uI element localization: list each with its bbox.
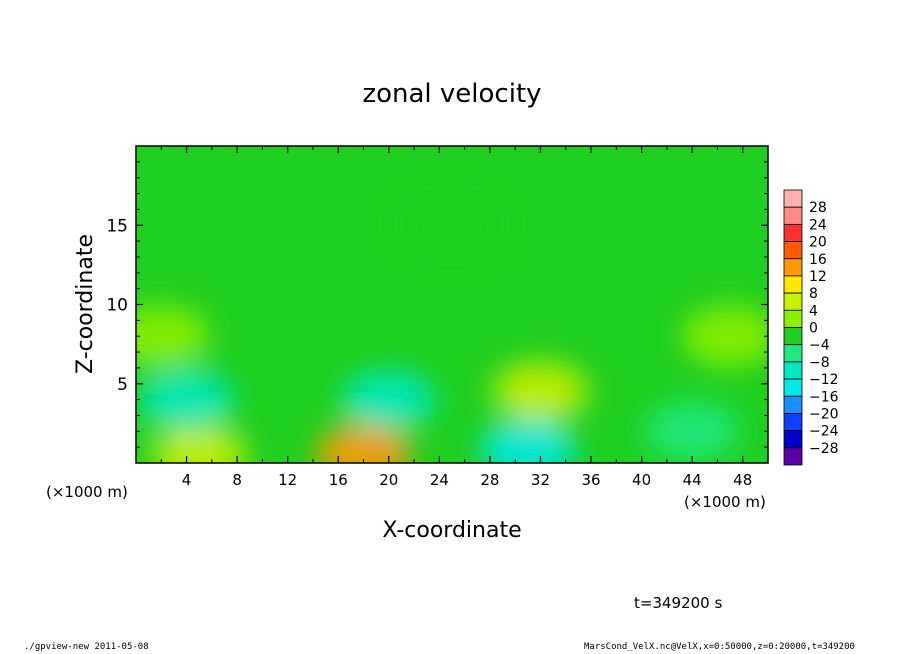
heatmap-feature xyxy=(682,306,768,367)
footer-right: MarsCond_VelX.nc@VelX,x=0:50000,z=0:2000… xyxy=(584,642,855,652)
colorbar-swatch xyxy=(783,395,803,414)
colorbar-label: −20 xyxy=(809,406,839,422)
x-tick-label: 32 xyxy=(531,471,550,489)
colorbar-label: −12 xyxy=(809,372,839,388)
x-ticks: 4 8 12 16 20 24 28 32 36 40 44 48 xyxy=(160,146,752,489)
x-tick-label: 8 xyxy=(232,471,242,489)
x-tick-label: 20 xyxy=(379,471,398,489)
colorbar-swatch xyxy=(783,361,803,380)
colorbar-label: 16 xyxy=(809,252,827,268)
x-tick-label: 16 xyxy=(329,471,348,489)
heatmap-feature xyxy=(492,361,589,422)
x-tick-label: 40 xyxy=(632,471,651,489)
heatmap-feature xyxy=(136,306,210,367)
colorbar-swatch xyxy=(783,430,803,449)
x-tick-label: 4 xyxy=(182,471,192,489)
colorbar-label: −16 xyxy=(809,389,839,405)
heatmap-feature xyxy=(340,369,437,430)
colorbar-label: −28 xyxy=(809,441,839,457)
colorbar-swatch xyxy=(783,241,803,260)
colorbar-swatch xyxy=(783,258,803,277)
x-axis-unit: (×1000 m) xyxy=(46,483,128,501)
colorbar-swatch xyxy=(783,292,803,311)
y-tick-label: 10 xyxy=(106,296,128,316)
x-axis-label: X-coordinate xyxy=(382,518,521,543)
colorbar-label: −4 xyxy=(809,338,830,354)
colorbar-swatch xyxy=(783,309,803,328)
colorbar-swatch xyxy=(783,344,803,363)
heatmap-feature xyxy=(315,425,412,463)
x-tick-label: 28 xyxy=(480,471,499,489)
colorbar-label: 24 xyxy=(809,217,827,233)
y-tick-label: 15 xyxy=(106,216,128,236)
chart-title: zonal velocity xyxy=(362,79,541,109)
footer-left: ./gpview-new 2011-05-08 xyxy=(24,642,149,652)
colorbar-swatch xyxy=(783,275,803,294)
time-label: t=349200 s xyxy=(634,594,722,612)
colorbar-swatch xyxy=(783,206,803,225)
y-ticks: 5 10 15 xyxy=(106,161,768,448)
x-tick-label: 24 xyxy=(430,471,449,489)
heatmap-feature xyxy=(138,369,235,430)
colorbar-swatch xyxy=(783,327,803,346)
heatmap-feature xyxy=(479,420,576,463)
colorbar-swatch xyxy=(783,378,803,397)
colorbar-label: 0 xyxy=(809,321,818,337)
y-axis-label: Z-coordinate xyxy=(73,234,98,374)
colorbar-swatch xyxy=(783,447,803,466)
colorbar-swatch xyxy=(783,413,803,432)
heatmap-features xyxy=(136,195,768,463)
heatmap-feature xyxy=(151,425,248,463)
x-tick-label: 44 xyxy=(683,471,702,489)
heatmap-feature xyxy=(404,195,500,256)
colorbar-label: −8 xyxy=(809,355,830,371)
colorbar-label: 4 xyxy=(809,303,818,319)
x-tick-label: 36 xyxy=(581,471,600,489)
y-axis-unit: (×1000 m) xyxy=(684,493,766,511)
x-tick-label: 12 xyxy=(278,471,297,489)
colorbar-label: 28 xyxy=(809,200,827,216)
colorbar-label: −24 xyxy=(809,424,839,440)
colorbar-swatch xyxy=(783,223,803,242)
x-tick-label: 48 xyxy=(733,471,752,489)
colorbar-label: 8 xyxy=(809,286,818,302)
colorbar-label: 12 xyxy=(809,269,827,285)
y-tick-label: 5 xyxy=(117,375,128,395)
heatmap-feature xyxy=(644,401,741,462)
colorbar-swatch xyxy=(783,189,803,208)
colorbar-label: 20 xyxy=(809,235,827,251)
